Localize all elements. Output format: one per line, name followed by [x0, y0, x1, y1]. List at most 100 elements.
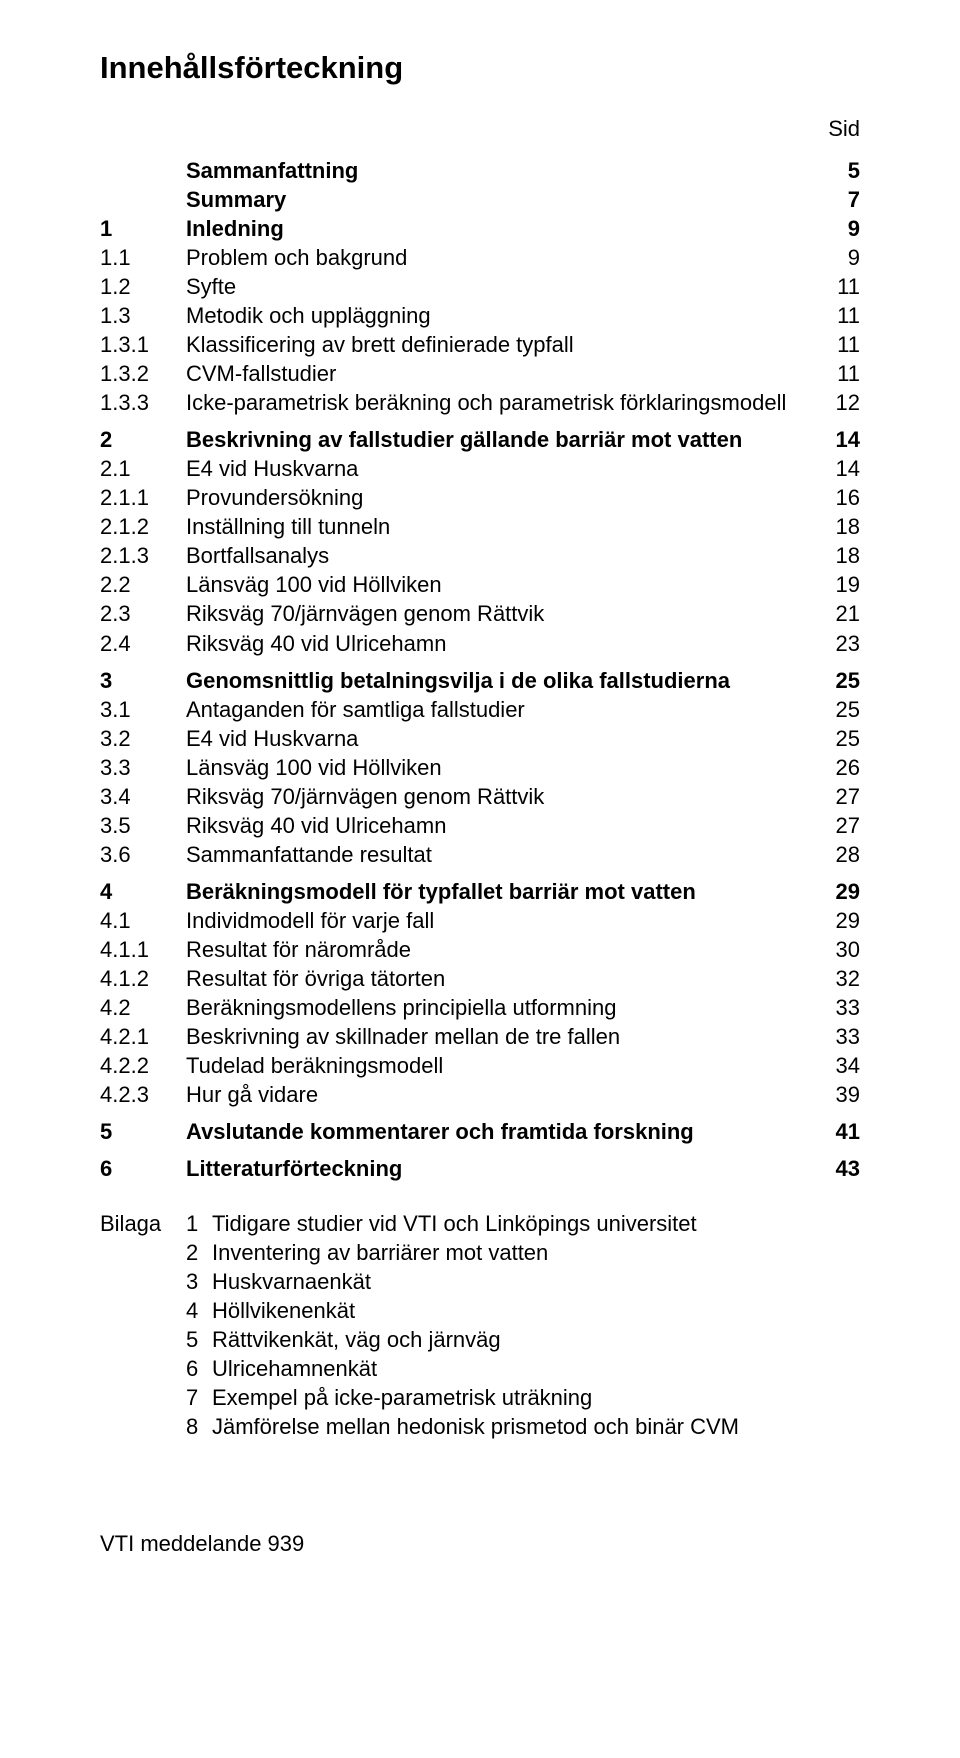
toc-number: 2.3: [100, 599, 186, 628]
toc-number: 4: [100, 877, 186, 906]
section-gap: [100, 1146, 860, 1154]
toc-label: Beskrivning av skillnader mellan de tre …: [186, 1022, 810, 1051]
toc-row: 4.1.2Resultat för övriga tätorten32: [100, 964, 860, 993]
toc-label: Länsväg 100 vid Höllviken: [186, 753, 810, 782]
toc-number: 1.2: [100, 272, 186, 301]
page-title: Innehållsförteckning: [100, 50, 860, 86]
toc-page: 11: [810, 272, 860, 301]
footer-text: VTI meddelande 939: [100, 1531, 860, 1557]
toc-row: 3.2E4 vid Huskvarna25: [100, 724, 860, 753]
bilaga-label: Ulricehamnenkät: [212, 1354, 377, 1383]
toc-number: 1.3.3: [100, 388, 186, 417]
bilaga-block: Bilaga 1Tidigare studier vid VTI och Lin…: [100, 1209, 860, 1441]
toc-number: 4.1: [100, 906, 186, 935]
bilaga-number: 2: [186, 1238, 212, 1267]
toc-row: 1.3.2CVM-fallstudier11: [100, 359, 860, 388]
bilaga-item: 4Höllvikenenkät: [186, 1296, 860, 1325]
bilaga-label: Jämförelse mellan hedonisk prismetod och…: [212, 1412, 739, 1441]
toc-page: 7: [810, 185, 860, 214]
bilaga-list: 1Tidigare studier vid VTI och Linköpings…: [186, 1209, 860, 1441]
toc-page: 29: [810, 877, 860, 906]
toc-row: 4.2.1Beskrivning av skillnader mellan de…: [100, 1022, 860, 1051]
section-gap: [100, 417, 860, 425]
toc-row: 2.1.2Inställning till tunneln18: [100, 512, 860, 541]
toc-row: 2.1E4 vid Huskvarna14: [100, 454, 860, 483]
toc-row: 1.3.1Klassificering av brett definierade…: [100, 330, 860, 359]
toc-label: Beräkningsmodell för typfallet barriär m…: [186, 877, 810, 906]
toc-label: Provundersökning: [186, 483, 810, 512]
toc-row: 3.3Länsväg 100 vid Höllviken26: [100, 753, 860, 782]
toc-page: 25: [810, 695, 860, 724]
toc-row: Summary7: [100, 185, 860, 214]
toc-page: 9: [810, 243, 860, 272]
toc-label: Klassificering av brett definierade typf…: [186, 330, 810, 359]
bilaga-item: 1Tidigare studier vid VTI och Linköpings…: [186, 1209, 860, 1238]
toc-number: 4.2.2: [100, 1051, 186, 1080]
toc-number: 2.4: [100, 629, 186, 658]
bilaga-item: 8Jämförelse mellan hedonisk prismetod oc…: [186, 1412, 860, 1441]
toc-page: 16: [810, 483, 860, 512]
toc-label: Tudelad beräkningsmodell: [186, 1051, 810, 1080]
toc-row: 3.5Riksväg 40 vid Ulricehamn27: [100, 811, 860, 840]
toc-number: 4.2: [100, 993, 186, 1022]
toc-page: 39: [810, 1080, 860, 1109]
bilaga-item: 5Rättvikenkät, väg och järnväg: [186, 1325, 860, 1354]
toc-label: CVM-fallstudier: [186, 359, 810, 388]
bilaga-prefix: Bilaga: [100, 1209, 186, 1441]
toc-label: Genomsnittlig betalningsvilja i de olika…: [186, 666, 810, 695]
toc-page: 25: [810, 724, 860, 753]
toc-page: 14: [810, 425, 860, 454]
bilaga-number: 6: [186, 1354, 212, 1383]
toc-number: 3.6: [100, 840, 186, 869]
toc-page: 12: [810, 388, 860, 417]
toc-label: Riksväg 70/järnvägen genom Rättvik: [186, 782, 810, 811]
bilaga-label: Höllvikenenkät: [212, 1296, 355, 1325]
toc-number: 2: [100, 425, 186, 454]
toc-row: 4.1Individmodell för varje fall29: [100, 906, 860, 935]
bilaga-number: 5: [186, 1325, 212, 1354]
toc-label: Bortfallsanalys: [186, 541, 810, 570]
toc-row: 4.2.3Hur gå vidare39: [100, 1080, 860, 1109]
toc-row: 6Litteraturförteckning43: [100, 1154, 860, 1183]
toc-number: 1.3.1: [100, 330, 186, 359]
toc-row: 2Beskrivning av fallstudier gällande bar…: [100, 425, 860, 454]
toc-label: Länsväg 100 vid Höllviken: [186, 570, 810, 599]
bilaga-number: 7: [186, 1383, 212, 1412]
toc-number: 3.5: [100, 811, 186, 840]
toc-label: E4 vid Huskvarna: [186, 724, 810, 753]
toc-page: 19: [810, 570, 860, 599]
toc-page: 33: [810, 1022, 860, 1051]
toc-page: 11: [810, 301, 860, 330]
toc-page: 9: [810, 214, 860, 243]
toc-page: 34: [810, 1051, 860, 1080]
toc-label: Icke-parametrisk beräkning och parametri…: [186, 388, 810, 417]
bilaga-number: 4: [186, 1296, 212, 1325]
toc-label: Individmodell för varje fall: [186, 906, 810, 935]
toc-label: Riksväg 40 vid Ulricehamn: [186, 811, 810, 840]
bilaga-label: Tidigare studier vid VTI och Linköpings …: [212, 1209, 697, 1238]
toc-container: Sammanfattning5Summary71Inledning91.1Pro…: [100, 156, 860, 1183]
toc-page: 29: [810, 906, 860, 935]
toc-page: 11: [810, 359, 860, 388]
toc-row: 1Inledning9: [100, 214, 860, 243]
section-gap: [100, 869, 860, 877]
toc-page: 33: [810, 993, 860, 1022]
toc-page: 32: [810, 964, 860, 993]
toc-label: Antaganden för samtliga fallstudier: [186, 695, 810, 724]
toc-row: 2.3Riksväg 70/järnvägen genom Rättvik21: [100, 599, 860, 628]
toc-page: 28: [810, 840, 860, 869]
toc-page: 26: [810, 753, 860, 782]
toc-label: Metodik och uppläggning: [186, 301, 810, 330]
toc-page: 5: [810, 156, 860, 185]
toc-label: Riksväg 70/järnvägen genom Rättvik: [186, 599, 810, 628]
bilaga-label: Rättvikenkät, väg och järnväg: [212, 1325, 501, 1354]
toc-row: 2.4Riksväg 40 vid Ulricehamn23: [100, 629, 860, 658]
toc-number: 3.3: [100, 753, 186, 782]
toc-label: Hur gå vidare: [186, 1080, 810, 1109]
toc-row: 1.3.3Icke-parametrisk beräkning och para…: [100, 388, 860, 417]
toc-number: 4.2.3: [100, 1080, 186, 1109]
toc-page: 21: [810, 599, 860, 628]
toc-label: Inledning: [186, 214, 810, 243]
toc-label: Beräkningsmodellens principiella utformn…: [186, 993, 810, 1022]
toc-page: 23: [810, 629, 860, 658]
